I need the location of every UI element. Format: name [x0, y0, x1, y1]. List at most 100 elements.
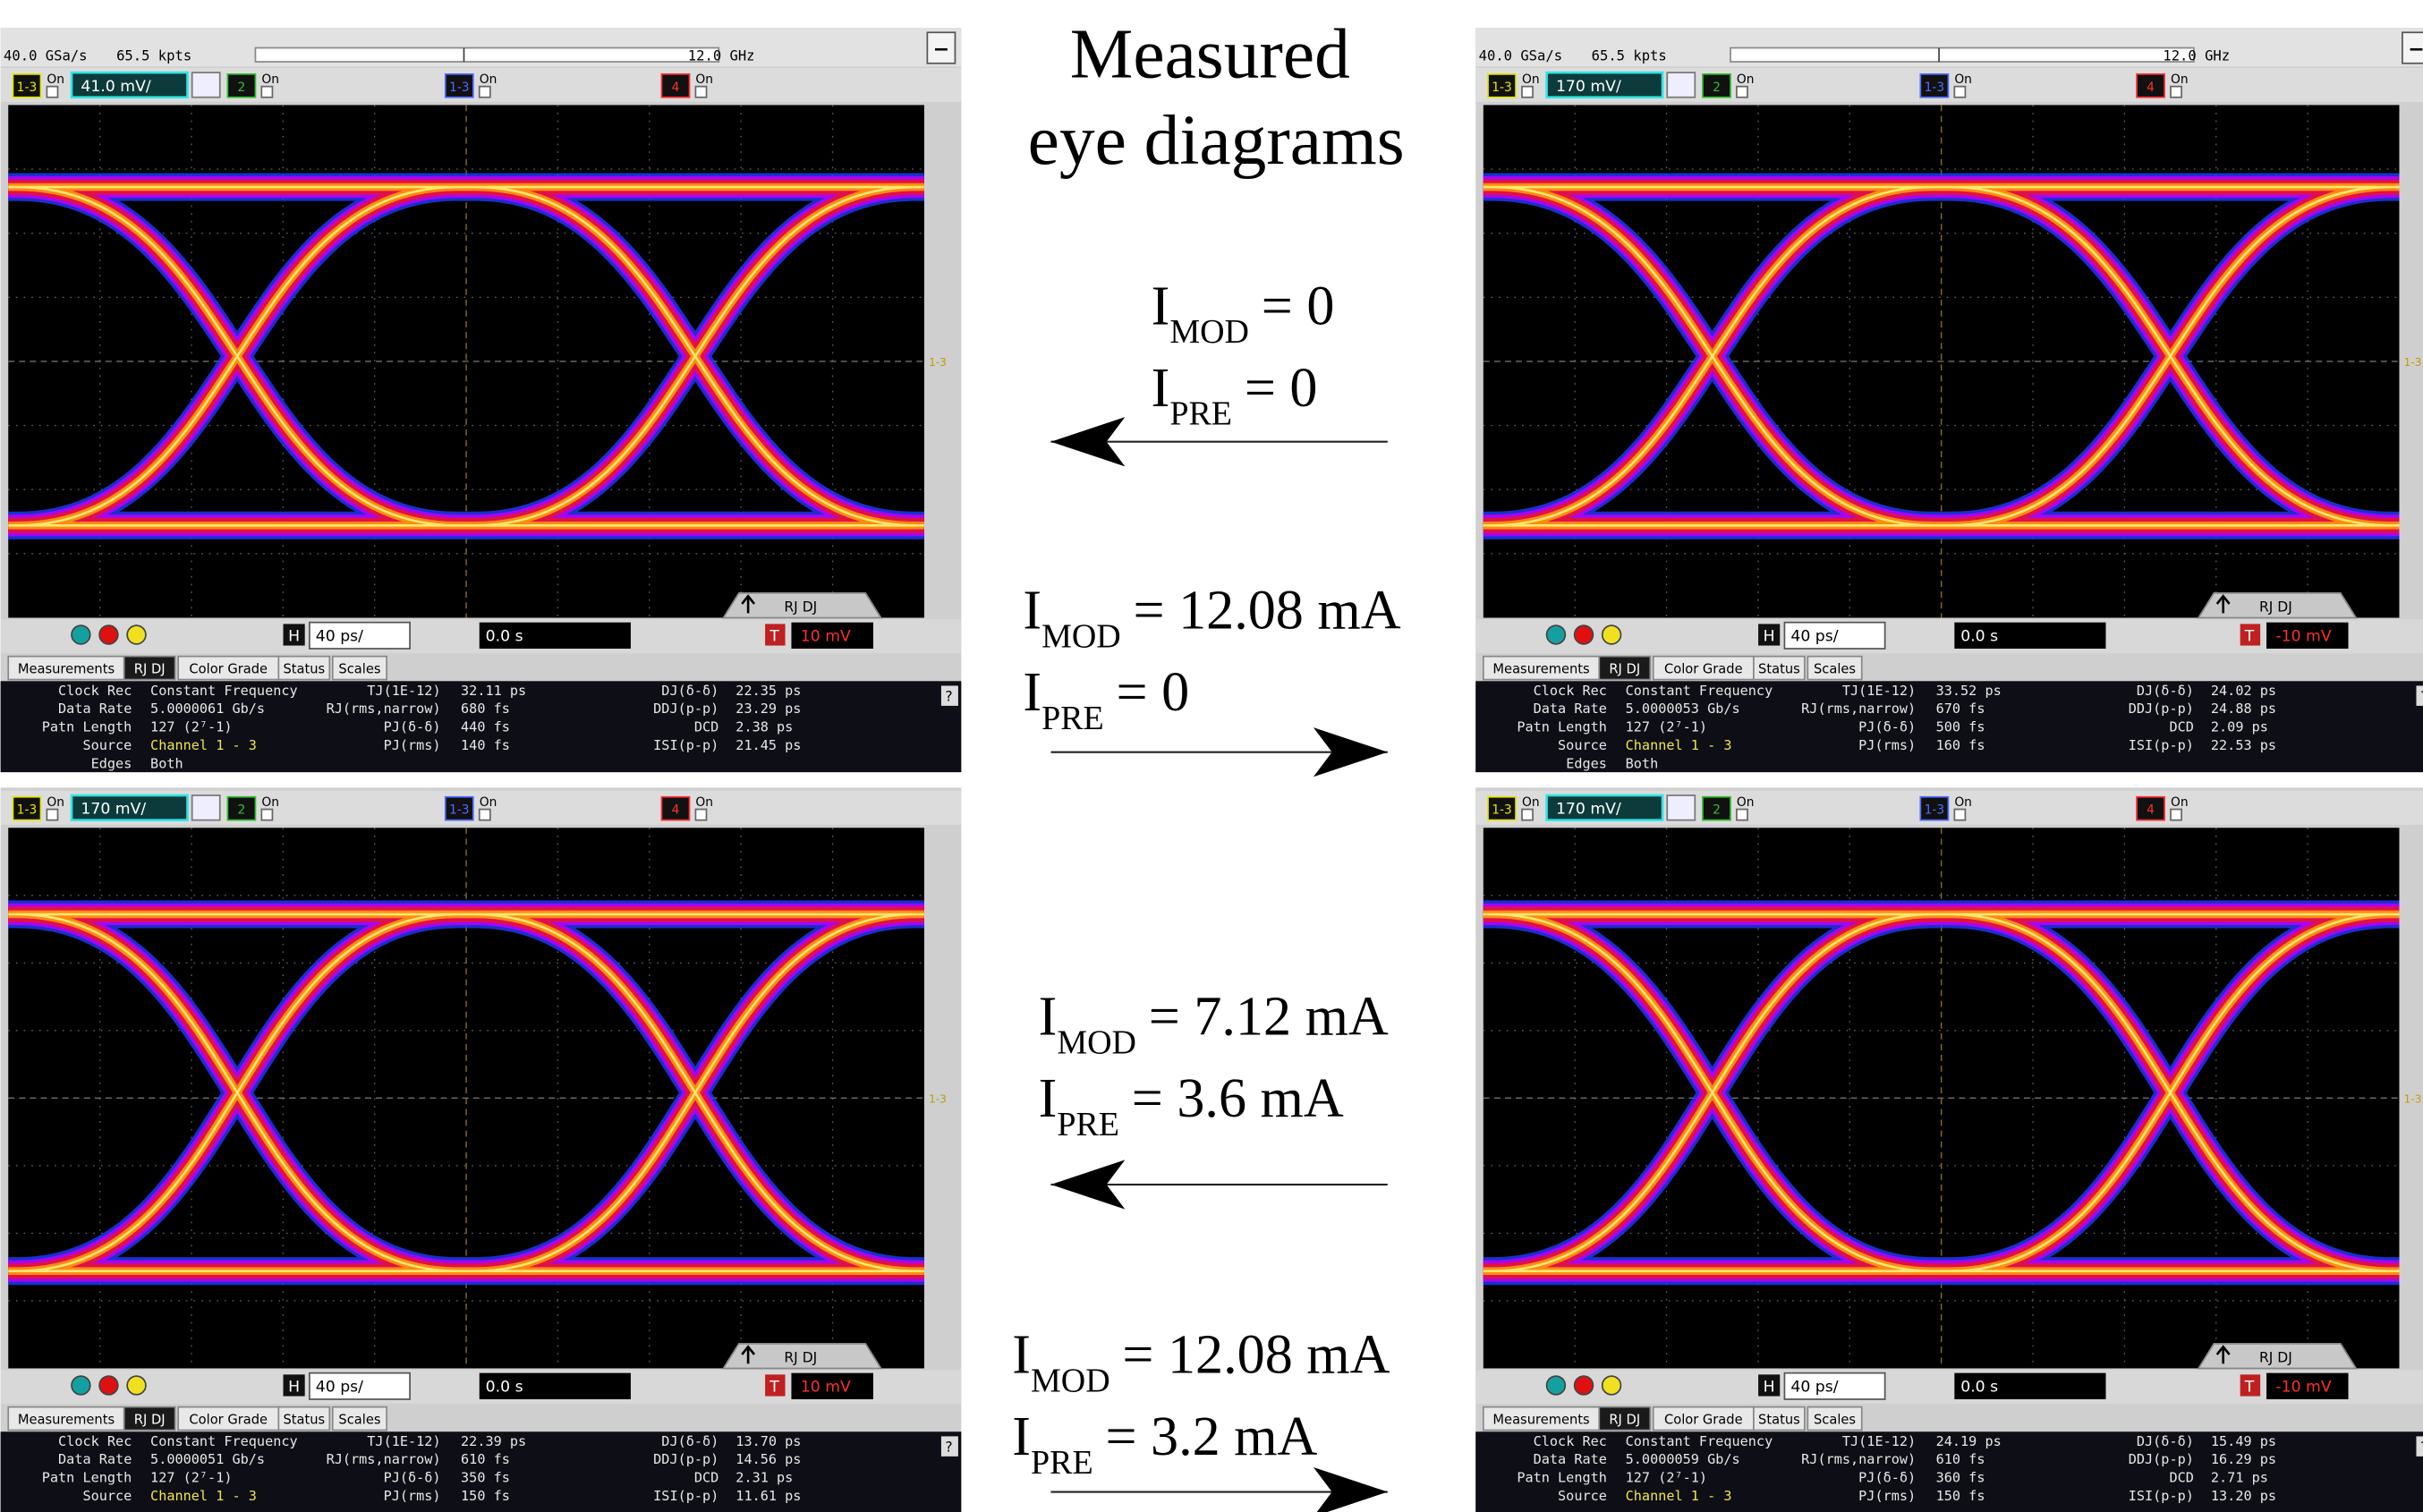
color-button[interactable] — [1573, 624, 1594, 645]
timebase-box[interactable] — [1783, 621, 1886, 650]
scale-box[interactable] — [1545, 71, 1664, 99]
color-button[interactable] — [71, 1375, 91, 1396]
channel-badge[interactable] — [2136, 72, 2165, 98]
current-symbol: I — [1152, 358, 1170, 419]
tab[interactable] — [1807, 655, 1863, 681]
tab[interactable] — [177, 655, 280, 681]
measurement-label: Source — [1558, 1488, 1607, 1504]
memory-bar — [1730, 47, 2195, 63]
color-button[interactable] — [1545, 624, 1567, 645]
scale-box[interactable] — [70, 71, 189, 99]
trigger-box[interactable] — [2266, 1372, 2349, 1399]
channel-badge[interactable] — [1919, 72, 1950, 98]
trigger-box[interactable] — [791, 622, 873, 650]
measurement-value: 440 fs — [461, 719, 510, 735]
channel-badge[interactable] — [444, 72, 474, 98]
tab-label: Scales — [338, 662, 380, 677]
channel-checkbox[interactable] — [478, 808, 491, 821]
tab[interactable] — [1598, 1406, 1652, 1431]
channel-checkbox[interactable] — [1736, 808, 1748, 821]
channel-badge[interactable] — [12, 72, 42, 98]
channel-badge[interactable] — [660, 795, 691, 821]
position-box[interactable] — [479, 622, 631, 650]
trigger-box[interactable] — [2266, 622, 2349, 650]
tab[interactable] — [1482, 1406, 1601, 1431]
tab[interactable] — [277, 655, 331, 681]
measurement-value: Channel 1 - 3 — [1626, 737, 1732, 753]
channel-badge[interactable] — [1702, 795, 1731, 821]
channel-badge[interactable] — [1487, 795, 1517, 821]
channel-badge[interactable] — [226, 795, 257, 821]
tab[interactable] — [331, 655, 388, 681]
channel-badge[interactable] — [226, 72, 257, 98]
channel-checkbox[interactable] — [46, 808, 59, 821]
tab[interactable] — [1753, 655, 1806, 681]
tab[interactable] — [123, 655, 176, 681]
trigger-box[interactable] — [791, 1372, 873, 1399]
scale-box[interactable] — [1545, 794, 1664, 821]
tab[interactable] — [1807, 1406, 1863, 1431]
tab[interactable] — [7, 655, 125, 681]
channel-checkbox[interactable] — [46, 85, 59, 98]
measurement-value: 23.29 ps — [735, 701, 801, 717]
measurement-label: DDJ(p-p) — [2129, 1451, 2194, 1467]
channel-badge[interactable] — [1919, 795, 1950, 821]
measurement-value: 5.0000061 Gb/s — [150, 701, 265, 717]
position-box[interactable] — [1954, 1372, 2106, 1399]
channel-checkbox[interactable] — [1521, 808, 1534, 821]
tab[interactable] — [331, 1406, 388, 1431]
channel-checkbox[interactable] — [2170, 808, 2182, 821]
measurement-value: Channel 1 - 3 — [1626, 1488, 1732, 1504]
current-subscript: PRE — [1041, 700, 1104, 737]
tab[interactable] — [123, 1406, 176, 1431]
color-button[interactable] — [1601, 1375, 1622, 1396]
channel-badge[interactable] — [1702, 72, 1731, 98]
channel-badge[interactable] — [12, 795, 42, 821]
channel-checkbox[interactable] — [694, 808, 708, 821]
arrow-head — [1313, 727, 1388, 777]
minimize-button[interactable] — [926, 31, 956, 64]
current-value: = 0 — [1245, 358, 1318, 419]
channel-badge[interactable] — [660, 72, 691, 98]
color-button[interactable] — [1545, 1375, 1567, 1396]
channel-checkbox[interactable] — [478, 85, 491, 98]
channel-checkbox[interactable] — [260, 808, 274, 821]
color-button[interactable] — [71, 624, 91, 645]
tab[interactable] — [1482, 655, 1601, 681]
channel-checkbox[interactable] — [2170, 85, 2182, 98]
measurement-label: PJ(rms) — [384, 737, 441, 753]
scale-box[interactable] — [70, 794, 189, 821]
color-button[interactable] — [1573, 1375, 1594, 1396]
position-box[interactable] — [479, 1372, 631, 1399]
channel-label: 1-3 — [17, 81, 38, 95]
position-box[interactable] — [1954, 622, 2106, 650]
channel-on: On — [480, 795, 497, 810]
channel-badge[interactable] — [2136, 795, 2165, 821]
measurement-value: 350 fs — [461, 1470, 510, 1486]
color-button[interactable] — [98, 624, 119, 645]
color-button[interactable] — [98, 1375, 119, 1396]
minimize-button[interactable] — [2402, 31, 2423, 64]
color-button[interactable] — [1601, 624, 1622, 645]
channel-checkbox[interactable] — [260, 85, 274, 98]
channel-checkbox[interactable] — [1521, 85, 1534, 98]
timebase-box[interactable] — [309, 621, 411, 650]
color-button[interactable] — [126, 624, 147, 645]
channel-badge[interactable] — [444, 795, 474, 821]
tab[interactable] — [177, 1406, 280, 1431]
timebase-box[interactable] — [1783, 1372, 1886, 1400]
tab[interactable] — [1753, 1406, 1806, 1431]
timebase-box[interactable] — [309, 1372, 411, 1400]
channel-badge[interactable] — [1487, 72, 1517, 98]
channel-checkbox[interactable] — [1953, 85, 1967, 98]
h-label: H — [288, 627, 300, 645]
channel-checkbox[interactable] — [1736, 85, 1748, 98]
channel-checkbox[interactable] — [1953, 808, 1967, 821]
tab[interactable] — [277, 1406, 331, 1431]
tab[interactable] — [1652, 655, 1755, 681]
tab[interactable] — [1598, 655, 1652, 681]
channel-checkbox[interactable] — [694, 85, 708, 98]
current-subscript: PRE — [1031, 1444, 1093, 1482]
color-button[interactable] — [126, 1375, 147, 1396]
